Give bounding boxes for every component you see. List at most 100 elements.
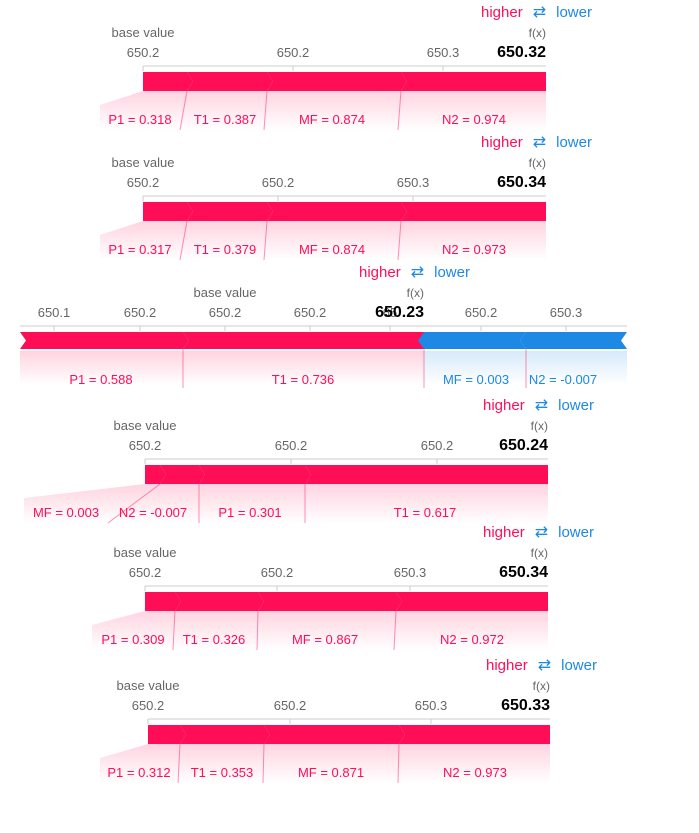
tick-label: 650.2 [209,305,242,320]
tick-label: 650.2 [465,305,498,320]
force-segment [267,202,407,221]
tick-label: 650.3 [415,698,448,713]
legend-lower: lower [556,134,592,151]
force-segment [143,72,193,91]
tick-label: 650.2 [294,305,327,320]
feature-label: T1 = 0.736 [272,372,335,387]
segment-connector [179,220,188,261]
force-segment [187,72,273,91]
legend: higher ⇄ lower [483,397,594,414]
tick-label: 650.2 [262,175,295,190]
force-segment [175,592,264,611]
segment-connector [397,743,400,784]
legend-higher: higher [359,264,401,281]
output-value: 650.34 [497,174,546,191]
tick-label: 650.3 [397,175,430,190]
feature-label: P1 = 0.588 [69,372,132,387]
output-value: 650.34 [499,564,548,581]
force-segment [160,465,205,484]
fx-label: f(x) [529,26,546,40]
feature-label: N2 = -0.007 [119,505,187,520]
segment-connector [107,483,161,524]
fx-label: f(x) [533,679,550,693]
fade-negative [424,351,627,385]
legend-higher: higher [483,524,525,541]
force-plot-3: higher ⇄ lower base value f(x) 650.1 650.2 650.… [20,264,627,388]
output-value: 650.32 [497,44,546,61]
force-plot-2: higher ⇄ lower base value f(x) 650.2 650.2 650.… [100,134,592,261]
tick-label: 650.2 [129,438,162,453]
segment-connector [256,610,259,651]
segment-connector [262,743,265,784]
output-value: 650.33 [501,697,550,714]
legend-lower: lower [434,264,470,281]
force-segment [520,332,627,349]
segment-connector [263,220,268,261]
base-value-label: base value [114,418,177,433]
force-segment [145,592,181,611]
legend-arrows-icon: ⇄ [535,397,548,414]
legend-higher: higher [481,134,523,151]
tick-label: 650.2 [127,175,160,190]
force-segment [145,465,166,484]
legend-higher: higher [481,4,523,21]
legend-lower: lower [558,524,594,541]
force-segment [401,202,546,221]
legend-lower: lower [556,4,592,21]
feature-label: P1 = 0.309 [101,632,164,647]
output-value: 650.23 [375,304,424,321]
feature-label: P1 = 0.301 [218,505,281,520]
feature-label: T1 = 0.353 [191,765,254,780]
feature-label: MF = 0.871 [298,765,364,780]
legend: higher ⇄ lower [481,134,592,151]
tick-label: 650.2 [274,698,307,713]
feature-label: MF = 0.867 [292,632,358,647]
legend: higher ⇄ lower [483,524,594,541]
output-value: 650.24 [499,437,548,454]
legend-higher: higher [483,397,525,414]
force-segment [258,592,402,611]
legend-lower: lower [561,657,597,674]
feature-label: T1 = 0.617 [394,505,457,520]
force-segment [183,332,430,349]
force-segment [399,725,550,744]
segment-connector [179,90,188,131]
segment-connector [177,743,181,784]
feature-label: N2 = 0.972 [440,632,504,647]
legend: higher ⇄ lower [359,264,470,281]
feature-label: T1 = 0.326 [183,632,246,647]
legend: higher ⇄ lower [486,657,597,674]
force-segment [267,72,407,91]
force-segment [148,725,186,744]
force-plot-5: higher ⇄ lower base value f(x) 650.2 650.2 650.… [92,524,594,651]
force-segment [401,72,546,91]
tick-label: 650.3 [550,305,583,320]
tick-label: 650.3 [427,45,460,60]
tick-label: 650.2 [132,698,165,713]
tick-label: 650.2 [129,565,162,580]
force-segment [396,592,548,611]
feature-label: N2 = 0.974 [442,112,506,127]
base-value-label: base value [194,285,257,300]
force-segment [305,465,548,484]
legend-higher: higher [486,657,528,674]
feature-label: P1 = 0.312 [107,765,170,780]
tick-label: 650.2 [277,45,310,60]
feature-label: N2 = 0.973 [443,765,507,780]
force-segment [180,725,270,744]
segment-connector [263,90,268,131]
segment-connector [397,90,402,131]
tick-label: 650.2 [261,565,294,580]
legend-arrows-icon: ⇄ [538,657,551,674]
segment-connector [172,610,176,651]
fade-positive [24,484,548,523]
fade-positive [100,744,550,783]
feature-label: MF = 0.874 [299,112,365,127]
force-segment [418,332,526,349]
feature-label: MF = 0.003 [443,372,509,387]
fade-positive [92,611,548,650]
force-segment [264,725,405,744]
legend: higher ⇄ lower [481,4,592,21]
legend-arrows-icon: ⇄ [535,524,548,541]
legend-arrows-icon: ⇄ [533,134,546,151]
